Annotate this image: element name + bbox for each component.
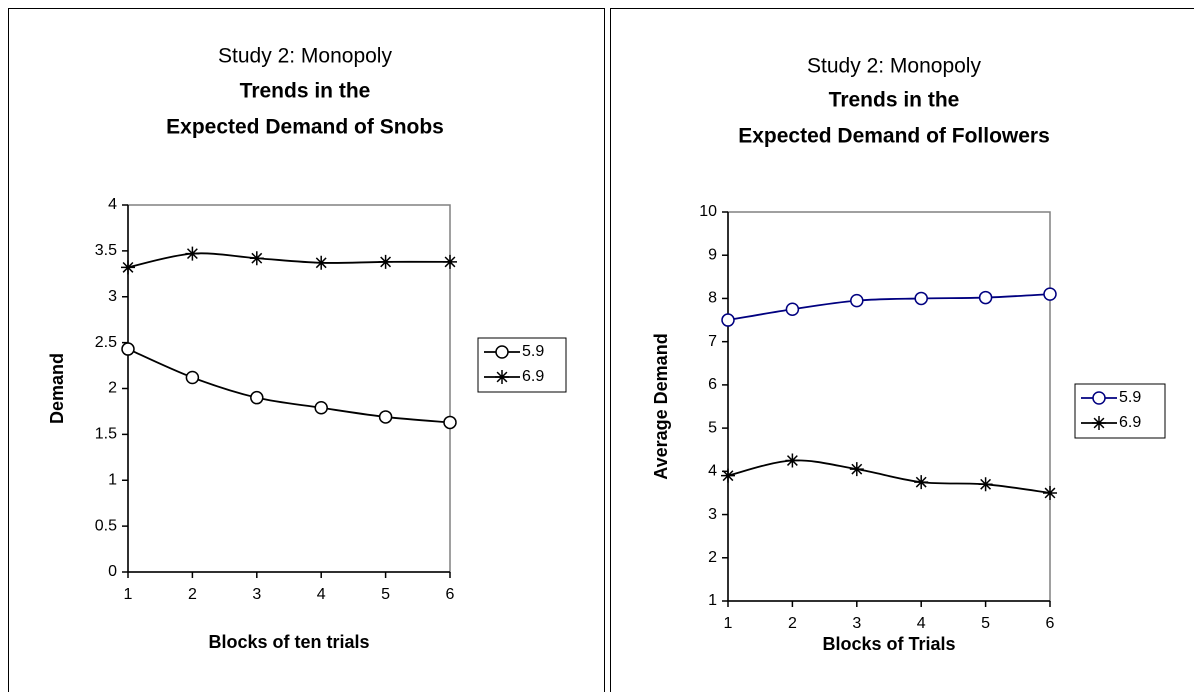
y-axis-label: Demand — [47, 353, 67, 424]
y-tick-label: 0 — [108, 563, 117, 580]
y-tick-label: 1 — [708, 592, 717, 609]
y-tick-label: 4 — [108, 196, 117, 213]
marker — [978, 290, 993, 305]
y-tick-label: 10 — [699, 203, 717, 220]
marker — [443, 415, 457, 430]
plot-frame — [727, 211, 1051, 602]
x-tick-label: 1 — [724, 615, 733, 632]
y-tick-label: 3 — [708, 506, 717, 523]
y-tick-label: 3.5 — [95, 242, 117, 259]
plot-frame — [127, 204, 451, 573]
marker — [785, 453, 800, 468]
legend-box — [477, 337, 567, 393]
x-axis-label: Blocks of Trials — [822, 634, 955, 654]
y-tick-label: 8 — [708, 290, 717, 307]
marker — [443, 254, 457, 269]
chart-subtitle: Expected Demand of Followers — [738, 125, 1050, 148]
legend-box — [1074, 383, 1166, 439]
x-tick-label: 5 — [981, 615, 990, 632]
marker — [314, 255, 329, 270]
marker — [121, 342, 135, 356]
y-tick-label: 2 — [708, 549, 717, 566]
marker — [250, 390, 264, 405]
marker — [721, 468, 735, 483]
marker — [121, 260, 135, 275]
marker — [914, 475, 929, 490]
y-tick-label: 0.5 — [95, 517, 117, 534]
y-tick-label: 1.5 — [95, 426, 117, 443]
x-tick-label: 5 — [381, 586, 390, 603]
marker — [785, 302, 800, 316]
marker — [314, 401, 328, 415]
x-axis-label: Blocks of ten trials — [208, 632, 369, 652]
x-tick-label: 2 — [788, 615, 797, 632]
marker — [249, 251, 264, 266]
y-tick-label: 2 — [108, 380, 117, 397]
x-tick-label: 2 — [188, 586, 197, 603]
chart-title: Study 2: Monopoly — [218, 45, 392, 68]
y-tick-label: 6 — [708, 376, 717, 393]
x-tick-label: 1 — [124, 586, 133, 603]
x-tick-label: 4 — [917, 615, 926, 632]
legend-label: 6.9 — [522, 368, 544, 385]
marker — [914, 291, 928, 306]
y-tick-label: 3 — [108, 288, 117, 305]
marker — [850, 293, 864, 308]
marker — [849, 462, 864, 477]
chart-subtitle: Expected Demand of Snobs — [166, 116, 444, 139]
x-tick-label: 3 — [852, 615, 861, 632]
panel-frame — [8, 8, 605, 692]
marker — [721, 313, 735, 327]
legend-label: 5.9 — [1119, 389, 1141, 406]
legend-label: 6.9 — [1119, 414, 1141, 431]
marker — [185, 246, 200, 261]
chart-subtitle: Trends in the — [240, 80, 371, 103]
marker — [378, 254, 393, 269]
y-tick-label: 5 — [708, 419, 717, 436]
legend-marker — [1092, 391, 1106, 405]
marker — [1043, 485, 1057, 500]
x-tick-label: 3 — [252, 586, 261, 603]
marker — [978, 477, 993, 492]
marker — [185, 370, 200, 385]
y-tick-label: 2.5 — [95, 334, 117, 351]
legend-label: 5.9 — [522, 343, 544, 360]
y-tick-label: 4 — [708, 463, 717, 480]
y-tick-label: 9 — [708, 246, 717, 263]
legend-marker — [1092, 416, 1106, 430]
legend-marker — [495, 370, 509, 384]
x-tick-label: 6 — [446, 586, 455, 603]
x-tick-label: 4 — [317, 586, 326, 603]
panel-frame — [610, 8, 1194, 692]
y-tick-label: 1 — [108, 471, 117, 488]
chart-title: Study 2: Monopoly — [807, 55, 981, 78]
y-tick-label: 7 — [708, 333, 717, 350]
marker — [1043, 287, 1057, 301]
marker — [378, 410, 393, 424]
legend-marker — [495, 345, 509, 359]
x-tick-label: 6 — [1046, 615, 1055, 632]
y-axis-label: Average Demand — [651, 333, 671, 479]
chart-subtitle: Trends in the — [829, 89, 960, 112]
